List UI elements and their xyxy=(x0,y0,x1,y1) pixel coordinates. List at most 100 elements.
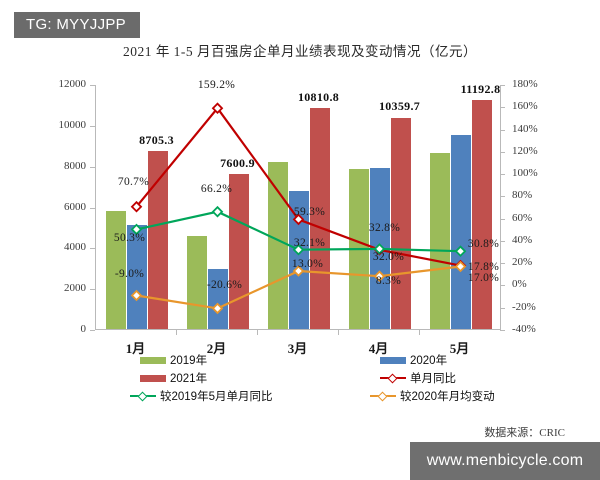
y-axis-right-tick xyxy=(500,151,505,153)
legend-item-label: 2019年 xyxy=(170,355,208,367)
data-label: 159.2% xyxy=(197,79,236,92)
x-axis-tick-label: 4月 xyxy=(368,341,389,356)
y-axis-left-tick-label: 0 xyxy=(80,323,87,335)
y-axis-right-tick-label: -40% xyxy=(512,323,536,335)
tg-watermark-badge: TG: MYYJJPP xyxy=(14,12,140,38)
y-axis-right-tick-label: 0% xyxy=(512,278,527,291)
source-note: 数据来源：CRIC xyxy=(484,427,565,439)
bar-s2019 xyxy=(105,211,126,329)
data-label: 32.0% xyxy=(372,250,405,263)
legend-item[interactable]: 较2020年月均变动 xyxy=(370,388,495,404)
y-axis-left-tick xyxy=(90,207,95,209)
bar-s2019 xyxy=(267,161,288,329)
bar-s2019 xyxy=(186,235,207,329)
site-watermark: www.menbicycle.com xyxy=(410,442,600,480)
y-axis-left-tick-label: 12000 xyxy=(58,78,87,90)
data-label: 7600.9 xyxy=(220,155,255,170)
legend-line-icon xyxy=(380,373,406,383)
legend-item[interactable]: 较2019年5月单月同比 xyxy=(130,388,272,404)
data-label: 17.0% xyxy=(467,271,500,284)
y-axis-left-tick xyxy=(90,85,95,86)
y-axis-right-tick xyxy=(500,307,505,309)
bar-s2019 xyxy=(348,169,369,329)
data-label: 13.0% xyxy=(291,257,324,270)
bar-s2020 xyxy=(450,134,471,329)
y-axis-left-tick-label: 8000 xyxy=(64,159,86,172)
y-axis-right-tick xyxy=(500,196,505,198)
y-axis-right-tick xyxy=(500,330,505,331)
y-axis-right-tick-label: 20% xyxy=(512,256,533,269)
legend-item[interactable]: 单月同比 xyxy=(380,370,456,386)
bar-s2021 xyxy=(471,100,492,329)
x-axis-tick xyxy=(257,330,258,335)
y-axis-right-tick xyxy=(500,129,505,131)
y-axis-left-tick xyxy=(90,330,95,331)
x-axis-tick xyxy=(176,330,177,335)
y-axis-right-tick xyxy=(500,240,505,242)
y-axis-right-tick-label: -20% xyxy=(512,300,536,313)
legend-item-label: 较2020年月均变动 xyxy=(400,391,495,403)
y-axis-right-tick-label: 140% xyxy=(512,122,538,135)
y-axis-left-tick-label: 6000 xyxy=(64,200,86,213)
x-axis-tick-label: 3月 xyxy=(287,341,308,356)
data-label: 59.3% xyxy=(293,206,326,219)
data-label: 32.8% xyxy=(368,221,401,234)
y-axis-left-tick xyxy=(90,125,95,127)
data-label: -9.0% xyxy=(114,268,145,281)
y-axis-right-tick xyxy=(500,263,505,265)
y-axis-left-tick xyxy=(90,166,95,168)
data-label: 11192.8 xyxy=(460,82,501,97)
y-axis-right-tick-label: 160% xyxy=(512,100,538,113)
chart-legend: 2019年 2020年 2021年 单月同比较2019年5月单月同比 较2020年月均变… xyxy=(95,352,515,410)
data-label: 32.1% xyxy=(293,236,326,249)
y-axis-right-tick-label: 120% xyxy=(512,144,538,157)
x-axis-tick xyxy=(338,330,339,335)
y-axis-right-tick-label: 180% xyxy=(512,78,538,90)
legend-swatch-icon xyxy=(140,374,166,382)
data-label: 66.2% xyxy=(200,182,233,195)
y-axis-left-tick-label: 4000 xyxy=(64,241,86,254)
legend-item-label: 2020年 xyxy=(410,355,448,367)
legend-item-label: 2021年 xyxy=(170,373,208,385)
y-axis-left-tick xyxy=(90,248,95,250)
x-axis-tick-label: 2月 xyxy=(206,341,227,356)
bar-s2021 xyxy=(309,108,330,329)
line-marker xyxy=(211,102,224,114)
legend-swatch-icon xyxy=(380,356,406,364)
y-axis-left-tick xyxy=(90,289,95,291)
legend-item[interactable]: 2021年 xyxy=(140,370,207,386)
y-axis-right-tick xyxy=(500,285,505,287)
legend-item[interactable]: 2019年 xyxy=(140,352,207,368)
x-axis-tick-label: 5月 xyxy=(449,341,470,356)
data-label: 50.3% xyxy=(113,232,146,245)
y-axis-right-tick xyxy=(500,174,505,176)
y-axis-right-tick-label: 40% xyxy=(512,233,533,246)
y-axis-right-tick-label: 100% xyxy=(512,167,538,180)
data-label: 8.3% xyxy=(375,275,402,288)
legend-item-label: 较2019年5月单月同比 xyxy=(160,391,273,403)
line-marker xyxy=(211,205,224,218)
data-label: 70.7% xyxy=(117,175,150,188)
y-axis-left-tick-label: 2000 xyxy=(64,282,86,295)
legend-swatch-icon xyxy=(140,356,166,364)
data-label: 10359.7 xyxy=(378,99,421,114)
line-marker xyxy=(130,200,143,213)
data-label: 8705.3 xyxy=(139,133,174,148)
bar-s2019 xyxy=(429,152,450,329)
legend-line-icon xyxy=(130,391,156,401)
y-axis-right-tick-label: 60% xyxy=(512,211,533,224)
data-label: -20.6% xyxy=(206,279,243,292)
bar-s2020 xyxy=(369,167,390,329)
legend-line-icon xyxy=(370,391,396,401)
y-axis-right-tick-label: 80% xyxy=(512,189,533,202)
y-axis-right-tick xyxy=(500,218,505,220)
y-axis-right-tick xyxy=(500,107,505,109)
bar-s2021 xyxy=(228,173,249,329)
x-axis-tick-label: 1月 xyxy=(125,341,146,356)
x-axis-tick xyxy=(419,330,420,335)
legend-item[interactable]: 2020年 xyxy=(380,352,447,368)
y-axis-left-tick-label: 10000 xyxy=(58,118,87,131)
y-axis-right-line xyxy=(500,85,501,330)
bar-s2020 xyxy=(207,268,228,329)
